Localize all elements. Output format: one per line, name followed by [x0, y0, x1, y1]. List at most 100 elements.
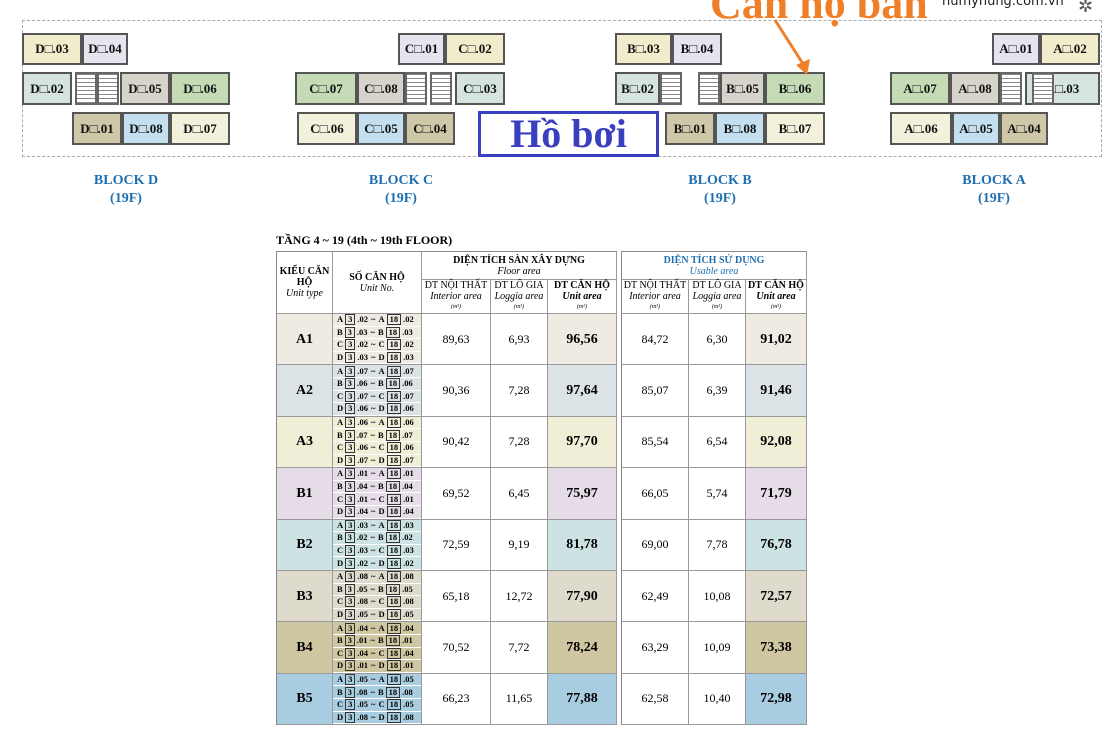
unit-number-part: A	[337, 519, 344, 530]
unit-number-range: D 3.08 ~ D 18.08	[333, 711, 421, 725]
unit-number-part: 18	[386, 519, 402, 531]
unit-number-part: C	[378, 339, 385, 350]
unit-number-part: B	[337, 429, 343, 440]
unit-number-part: D	[378, 506, 385, 517]
unit-plan: A□.06	[890, 112, 952, 145]
unit-number-part: .03	[403, 519, 414, 530]
unit-plan: D□.03	[22, 33, 82, 65]
unit-number-part: 18	[385, 326, 401, 338]
usable-area-value: 62,49	[622, 571, 689, 623]
unit-number-part: 3	[345, 390, 356, 402]
unit-number-part: 18	[385, 583, 401, 595]
unit-number-part: 18	[385, 378, 401, 390]
unit-number-part: 3	[344, 583, 355, 595]
floor-area-value: 96,56	[548, 314, 617, 366]
floor-area-value: 97,64	[548, 365, 617, 417]
unit-number-part: .03	[356, 326, 368, 337]
unit-number-part: B	[337, 635, 343, 646]
usable-area-table: DIỆN TÍCH SỬ DỤNG Usable area DT NỘI THẤT…	[621, 251, 807, 726]
header-type: KIỂU CĂN HỘ	[279, 266, 330, 288]
range-separator: ~	[371, 711, 376, 722]
unit-number-range: A 3.03 ~ A 18.03	[333, 519, 421, 533]
range-separator: ~	[371, 674, 376, 685]
floor-area-table: KIỂU CĂN HỘ Unit type SỐ CĂN HỘ Unit No. D…	[276, 251, 617, 726]
unit-number-part: 18	[386, 557, 402, 569]
unit-number-part: 3	[345, 519, 356, 531]
range-separator: ~	[371, 390, 376, 401]
unit-number-part: 3	[345, 493, 356, 505]
unit-number-part: .02	[402, 532, 413, 543]
unit-plan: C□.06	[297, 112, 357, 145]
range-separator: ~	[371, 493, 376, 504]
unit-number-part: C	[378, 442, 385, 453]
unit-number-part: D	[337, 506, 344, 517]
usable-area-value: 10,08	[689, 571, 746, 623]
unit-number-part: B	[337, 326, 343, 337]
unit-number-part: A	[337, 365, 344, 376]
unit-number-range: D 3.01 ~ D 18.01	[333, 660, 421, 673]
usable-area-value: 91,46	[746, 365, 807, 417]
range-separator: ~	[370, 635, 375, 646]
usable-area-value: 10,40	[689, 673, 746, 726]
unit-number-range: A 3.02 ~ A 18.02	[333, 314, 421, 327]
unit-number-part: 3	[345, 468, 356, 480]
usable-area-value: 6,54	[689, 416, 746, 469]
floor-area-value: 72,59	[422, 519, 491, 571]
unit-number-part: .02	[356, 532, 368, 543]
unit-number-range: B 3.06 ~ B 18.06	[333, 378, 421, 391]
unit-number-part: .06	[402, 378, 413, 389]
unit-number-part: B	[377, 326, 384, 337]
unit-number-range: B 3.08 ~ B 18.08	[333, 686, 421, 699]
unit-number-part: 3	[344, 378, 355, 390]
stair-core	[1032, 72, 1054, 105]
header-loggia-en: Loggia area	[494, 291, 544, 302]
unit-number-part: A	[378, 519, 385, 530]
usable-area-value: 92,08	[746, 416, 807, 469]
header-type-en: Unit type	[286, 288, 323, 299]
unit-number-part: .06	[403, 417, 414, 428]
unit-number-part: 18	[386, 674, 402, 686]
unit-plan: D□.08	[122, 112, 170, 145]
unit-number-part: D	[378, 660, 385, 671]
block-b-label: BLOCK B (19F)	[688, 173, 752, 206]
header-floor-area: DIỆN TÍCH SÀN XÂY DỰNG	[453, 254, 585, 266]
unit-number-part: .08	[402, 686, 413, 697]
unit-number-part: .05	[403, 699, 414, 710]
unit-number-range: B 3.07 ~ B 18.07	[333, 429, 421, 442]
unit-number-part: C	[337, 442, 344, 453]
unit-number-range: D 3.03 ~ D 18.03	[333, 352, 421, 365]
unit-number-part: B	[337, 532, 343, 543]
unit-number-part: .06	[357, 403, 369, 414]
unit-number-part: C	[337, 545, 344, 556]
floor-area-value: 9,19	[491, 519, 548, 571]
unit-number-part: .08	[403, 711, 414, 722]
unit-number-part: .07	[403, 454, 414, 465]
unit-number-part: 3	[344, 686, 355, 698]
unit-number-part: 3	[345, 571, 356, 583]
header-unit-no-en: Unit No.	[359, 282, 395, 294]
range-separator: ~	[371, 557, 376, 568]
unit-number-part: 18	[386, 660, 402, 672]
unit-number-range: A 3.08 ~ A 18.08	[333, 571, 421, 584]
unit-number-part: .04	[356, 481, 368, 492]
floor-area-value: 78,24	[548, 622, 617, 674]
unit-number-range: C 3.05 ~ C 18.05	[333, 699, 421, 712]
unit-m2: (m²)	[450, 304, 462, 310]
unit-number-part: A	[378, 622, 385, 633]
unit-number-range: A 3.06 ~ A 18.06	[333, 417, 421, 430]
unit-number-part: B	[377, 532, 384, 543]
floor-area-value: 75,97	[548, 468, 617, 520]
header-interior: DT NỘI THẤT	[424, 280, 488, 291]
unit-number-part: D	[378, 557, 385, 568]
unit-number-part: .05	[403, 674, 414, 685]
unit-number-part: C	[337, 699, 344, 710]
unit-number-part: 3	[345, 660, 356, 672]
unit-number-part: A	[378, 571, 385, 582]
unit-number-part: 18	[386, 545, 402, 557]
unit-m2: (m²)	[649, 304, 661, 310]
unit-number-range: C 3.03 ~ C 18.03	[333, 545, 421, 558]
unit-plan: B□.07	[765, 112, 825, 145]
unit-number-part: 3	[345, 609, 356, 621]
unit-number-part: 3	[344, 429, 355, 441]
range-separator: ~	[371, 442, 376, 453]
